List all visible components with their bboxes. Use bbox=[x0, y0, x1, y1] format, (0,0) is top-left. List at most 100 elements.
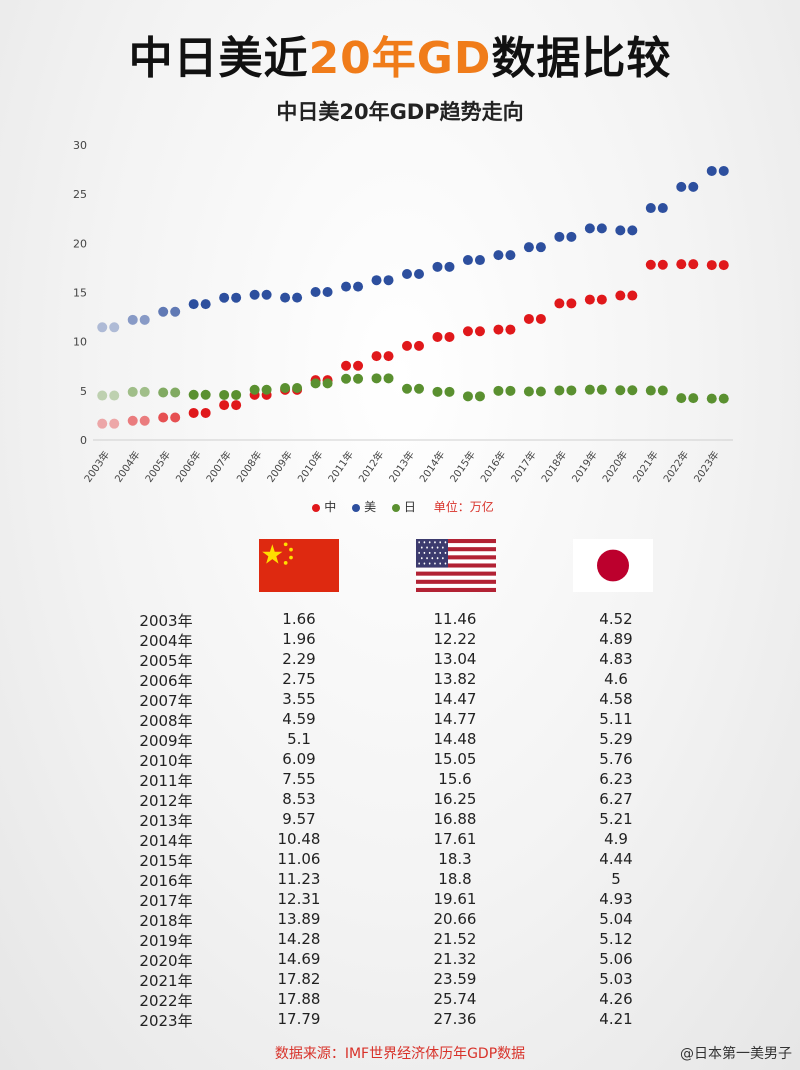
data-point-china bbox=[139, 415, 150, 426]
data-point-china bbox=[231, 400, 242, 411]
data-point-china bbox=[493, 324, 504, 335]
year-cell: 2016年 bbox=[139, 872, 193, 890]
usa-value-cell: 14.77 bbox=[433, 710, 477, 728]
year-cell: 2009年 bbox=[139, 732, 193, 750]
data-point-japan bbox=[414, 383, 424, 394]
china-flag bbox=[259, 539, 339, 592]
x-tick-label: 2009年 bbox=[264, 448, 295, 484]
data-point-usa bbox=[170, 306, 181, 317]
china-value-cell: 17.79 bbox=[277, 1010, 321, 1028]
data-point-japan bbox=[280, 382, 291, 393]
japan-value-cell: 4.21 bbox=[599, 1010, 633, 1028]
japan-value-cell: 5.11 bbox=[599, 710, 633, 728]
usa-value-cell: 20.66 bbox=[433, 910, 477, 928]
china-value-cell: 8.53 bbox=[282, 790, 316, 808]
table-row: 2008年 4.59 14.77 5.11 bbox=[0, 710, 800, 730]
data-point-japan bbox=[718, 393, 729, 404]
usa-value-cell: 13.82 bbox=[433, 670, 477, 688]
data-point-usa bbox=[414, 269, 424, 280]
year-cell: 2005年 bbox=[139, 652, 193, 670]
table-row: 2006年 2.75 13.82 4.6 bbox=[0, 670, 800, 690]
legend-label-china: 中 bbox=[324, 500, 337, 514]
data-point-usa bbox=[523, 242, 534, 253]
y-tick-label: 0 bbox=[80, 434, 87, 447]
x-tick-label: 2017年 bbox=[508, 448, 539, 484]
data-point-china bbox=[566, 298, 577, 309]
data-point-usa bbox=[706, 165, 717, 176]
chart-legend: 中 美 日 单位：万亿 bbox=[0, 498, 800, 515]
china-value-cell: 7.55 bbox=[282, 770, 316, 788]
year-cell: 2019年 bbox=[139, 932, 193, 950]
data-point-china bbox=[219, 400, 230, 411]
usa-value-cell: 21.32 bbox=[433, 950, 477, 968]
data-point-china bbox=[505, 324, 516, 335]
data-point-usa bbox=[444, 261, 455, 272]
usa-value-cell: 21.52 bbox=[433, 930, 477, 948]
data-point-usa bbox=[505, 250, 516, 261]
data-point-japan bbox=[566, 385, 577, 396]
table-row: 2011年 7.55 15.6 6.23 bbox=[0, 770, 800, 790]
usa-value-cell: 16.25 bbox=[433, 790, 477, 808]
data-point-usa bbox=[615, 225, 626, 236]
china-value-cell: 14.28 bbox=[277, 930, 321, 948]
japan-value-cell: 6.23 bbox=[599, 770, 633, 788]
data-point-china bbox=[584, 294, 595, 305]
data-point-japan bbox=[615, 385, 626, 396]
x-tick-label: 2004年 bbox=[112, 448, 143, 484]
usa-value-cell: 14.48 bbox=[433, 730, 477, 748]
data-point-japan bbox=[432, 386, 443, 397]
year-cell: 2015年 bbox=[139, 852, 193, 870]
japan-value-cell: 4.83 bbox=[599, 650, 633, 668]
china-value-cell: 9.57 bbox=[282, 810, 316, 828]
data-point-china bbox=[383, 351, 394, 362]
table-row: 2018年 13.89 20.66 5.04 bbox=[0, 910, 800, 930]
table-row: 2021年 17.82 23.59 5.03 bbox=[0, 970, 800, 990]
y-tick-label: 15 bbox=[73, 287, 87, 300]
usa-flag bbox=[416, 539, 496, 592]
usa-value-cell: 11.46 bbox=[433, 610, 477, 628]
data-point-japan bbox=[627, 385, 638, 396]
table-row: 2016年 11.23 18.8 5 bbox=[0, 870, 800, 890]
x-tick-label: 2016年 bbox=[477, 448, 508, 484]
table-row: 2004年 1.96 12.22 4.89 bbox=[0, 630, 800, 650]
year-cell: 2021年 bbox=[139, 972, 193, 990]
data-point-japan bbox=[676, 393, 687, 404]
table-row: 2023年 17.79 27.36 4.21 bbox=[0, 1010, 800, 1030]
data-point-usa bbox=[97, 322, 108, 333]
x-tick-label: 2022年 bbox=[660, 448, 691, 484]
data-point-china bbox=[615, 290, 626, 301]
data-point-japan bbox=[493, 385, 504, 396]
data-point-usa bbox=[188, 299, 199, 310]
data-point-japan bbox=[341, 373, 352, 384]
japan-value-cell: 5.76 bbox=[599, 750, 633, 768]
x-tick-label: 2005年 bbox=[142, 448, 173, 484]
year-cell: 2023年 bbox=[139, 1012, 193, 1030]
year-cell: 2004年 bbox=[139, 632, 193, 650]
data-point-china bbox=[127, 415, 138, 426]
data-point-japan bbox=[474, 391, 485, 402]
data-point-japan bbox=[584, 384, 595, 395]
year-cell: 2007年 bbox=[139, 692, 193, 710]
table-row: 2012年 8.53 16.25 6.27 bbox=[0, 790, 800, 810]
data-point-usa bbox=[688, 181, 699, 192]
data-point-china bbox=[200, 407, 211, 418]
year-cell: 2014年 bbox=[139, 832, 193, 850]
china-value-cell: 2.29 bbox=[282, 650, 316, 668]
japan-value-cell: 4.9 bbox=[604, 830, 628, 848]
x-tick-label: 2020年 bbox=[599, 448, 630, 484]
legend-label-usa: 美 bbox=[364, 500, 377, 514]
data-point-usa bbox=[493, 250, 504, 261]
data-point-china bbox=[627, 290, 638, 301]
x-tick-label: 2012年 bbox=[356, 448, 387, 484]
china-value-cell: 10.48 bbox=[277, 830, 321, 848]
china-value-cell: 4.59 bbox=[282, 710, 316, 728]
data-point-japan bbox=[109, 390, 120, 401]
x-tick-label: 2007年 bbox=[203, 448, 234, 484]
x-tick-label: 2010年 bbox=[295, 448, 326, 484]
table-row: 2022年 17.88 25.74 4.26 bbox=[0, 990, 800, 1010]
year-cell: 2020年 bbox=[139, 952, 193, 970]
watermark: @日本第一美男子 bbox=[680, 1046, 792, 1062]
japan-value-cell: 4.58 bbox=[599, 690, 633, 708]
table-row: 2020年 14.69 21.32 5.06 bbox=[0, 950, 800, 970]
table-row: 2010年 6.09 15.05 5.76 bbox=[0, 750, 800, 770]
